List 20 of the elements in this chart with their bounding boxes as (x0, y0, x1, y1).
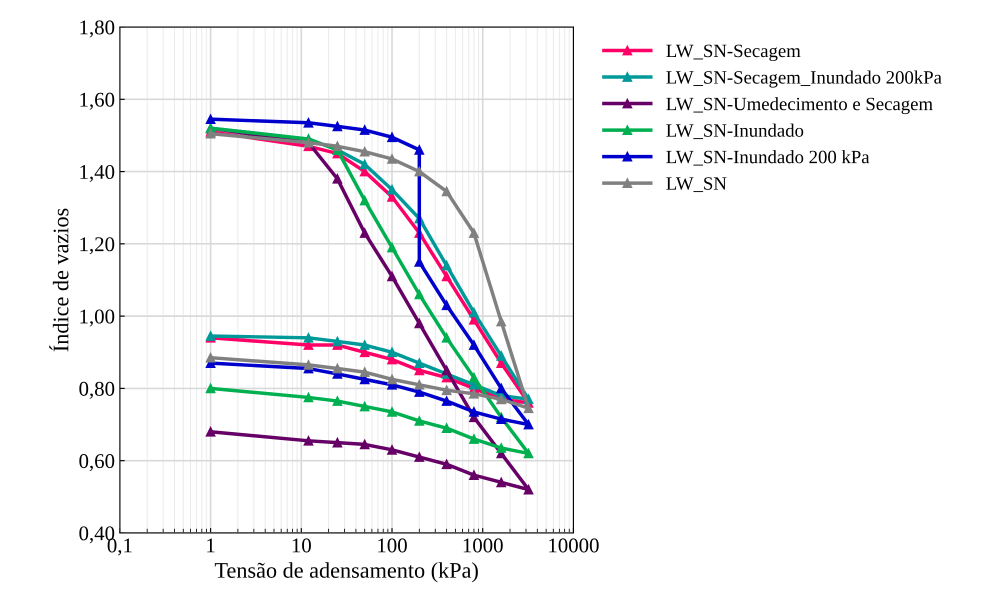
x-tick-label: 10000 (549, 538, 599, 552)
x-tick-label: 100 (378, 538, 407, 552)
y-tick-label: 0,60 (79, 454, 114, 472)
x-tick-label: 1 (207, 538, 215, 552)
y-axis-title: Índice de vazios (49, 208, 68, 352)
legend-label: LW_SN-Secagem_Inundado 200kPa (666, 70, 942, 88)
legend-label: LW_SN-Inundado (666, 124, 804, 140)
y-tick-label: 0,80 (79, 382, 114, 399)
x-tick-label: 1000 (464, 538, 503, 552)
legend-label: LW_SN-Inundado 200 kPa (666, 150, 870, 166)
y-tick-label: 1,60 (80, 92, 114, 110)
legend-label: LW_SN (666, 177, 726, 192)
x-axis-title: Tensão de adensamento (kPa) (214, 562, 478, 582)
y-tick-label: 1,80 (80, 20, 114, 38)
y-tick-label: 1,00 (80, 309, 114, 327)
legend-label: LW_SN-Secagem (666, 44, 801, 62)
y-tick-label: 1,20 (80, 237, 114, 254)
x-tick-label: 10 (292, 538, 311, 552)
legend-label: LW_SN-Umedecimento e Secagem (666, 97, 933, 114)
y-tick-label: 1,40 (80, 164, 114, 182)
